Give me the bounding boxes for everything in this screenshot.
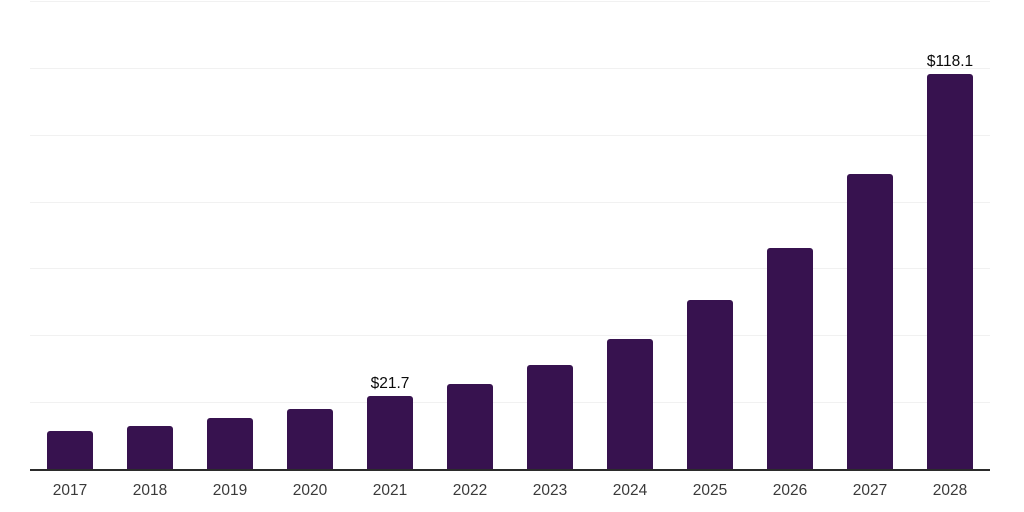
x-tick-label-2017: 2017	[52, 482, 88, 499]
bar-2023	[527, 364, 573, 469]
x-tick-label-2018: 2018	[132, 482, 168, 499]
gridline	[30, 201, 990, 203]
bar-2028	[927, 74, 973, 469]
gridline	[30, 134, 990, 136]
bar-2024	[607, 338, 653, 469]
bar-2021	[367, 396, 413, 469]
x-axis-labels: 2017 2018 2019 2020 2021 2022 2023 2024 2025 2026…	[30, 482, 990, 504]
x-tick-label-2023: 2023	[532, 482, 568, 499]
gridline	[30, 268, 990, 270]
gridline	[30, 402, 990, 404]
gridline	[30, 67, 990, 69]
x-tick-label-2027: 2027	[852, 482, 888, 499]
x-tick-label-2021: 2021	[372, 482, 408, 499]
x-tick-label-2024: 2024	[612, 482, 648, 499]
bar-2020	[287, 408, 333, 469]
bar-2018	[127, 425, 173, 469]
gridline	[30, 335, 990, 337]
bar-2026	[767, 247, 813, 469]
plot-area: $21.7 $118.1	[30, 1, 990, 471]
x-tick-label-2025: 2025	[692, 482, 728, 499]
value-label-2028: $118.1	[926, 52, 974, 70]
gridline	[30, 1, 990, 2]
bar-2022	[447, 384, 493, 469]
bar-2019	[207, 417, 253, 469]
x-tick-label-2020: 2020	[292, 482, 328, 499]
x-tick-label-2022: 2022	[452, 482, 488, 499]
bar-2027	[847, 174, 893, 469]
bar-2025	[687, 300, 733, 469]
value-label-2021: $21.7	[370, 374, 410, 392]
x-tick-label-2019: 2019	[212, 482, 248, 499]
x-tick-label-2026: 2026	[772, 482, 808, 499]
x-tick-label-2028: 2028	[932, 482, 968, 499]
bar-2017	[47, 431, 93, 469]
